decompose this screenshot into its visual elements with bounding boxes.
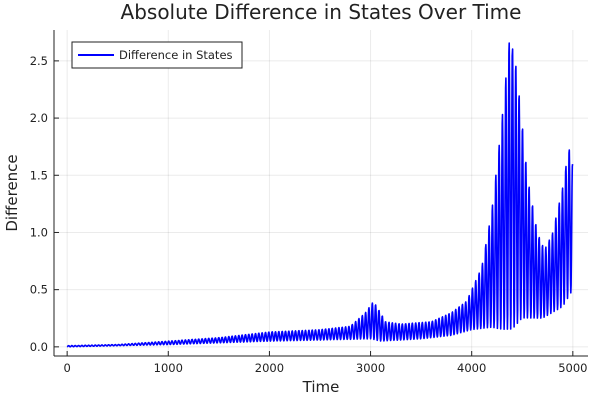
y-tick-label: 0.0 [30, 340, 48, 354]
chart-title: Absolute Difference in States Over Time [121, 0, 522, 24]
x-tick-label: 3000 [356, 361, 385, 375]
x-tick-label: 0 [63, 361, 70, 375]
x-axis-label: Time [302, 378, 340, 396]
legend: Difference in States [71, 41, 243, 69]
y-tick-label: 0.5 [30, 283, 48, 297]
y-tick-label: 1.0 [30, 225, 48, 239]
legend-entry: Difference in States [119, 48, 233, 62]
y-tick-label: 2.0 [30, 111, 48, 125]
series-line [66, 42, 574, 348]
y-tick-label: 2.5 [30, 54, 48, 68]
x-tick-label: 1000 [154, 361, 183, 375]
y-tick-label: 1.5 [30, 168, 48, 182]
x-tick-label: 5000 [558, 361, 587, 375]
x-tick-label: 4000 [457, 361, 486, 375]
y-axis-label: Difference [3, 154, 21, 231]
x-tick-label: 2000 [255, 361, 284, 375]
